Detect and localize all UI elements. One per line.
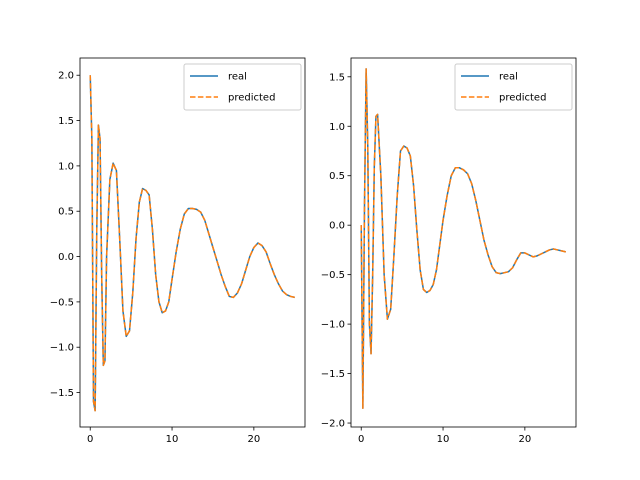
series-line-predicted: [89, 75, 295, 412]
left-subplot: 0 10 20 −1.5 −1.0 −0.5 0.0 0.5 1.0 1.5 2.0 real pred…: [50, 57, 306, 445]
y-tick-label: 1.0: [58, 161, 74, 172]
y-tick-label: −1.0: [50, 343, 74, 354]
legend-label-predicted: predicted: [499, 93, 546, 104]
series-line-predicted: [360, 68, 566, 409]
x-tick-label: 0: [87, 434, 93, 445]
y-tick-label: 0.0: [58, 252, 74, 263]
axes-frame: [350, 57, 577, 428]
x-tick-label: 20: [518, 434, 531, 445]
x-tick-label: 10: [437, 434, 450, 445]
x-tick-label: 0: [358, 434, 364, 445]
x-tick-label: 10: [166, 434, 179, 445]
y-tick-label: −0.5: [50, 297, 74, 308]
y-tick-label: −0.5: [321, 270, 345, 281]
legend-label-predicted: predicted: [228, 93, 275, 104]
y-tick-label: −1.0: [321, 320, 345, 331]
y-tick-label: −1.5: [321, 369, 345, 380]
legend-label-real: real: [228, 72, 247, 83]
y-tick-label: 0.5: [329, 171, 345, 182]
y-tick-label: −1.5: [50, 388, 74, 399]
x-tick-label: 20: [247, 434, 260, 445]
legend: real predicted: [183, 63, 302, 111]
series-group: [360, 68, 566, 409]
y-tick-label: 1.0: [329, 122, 345, 133]
y-tick-label: 0.5: [58, 207, 74, 218]
right-subplot: 0 10 20 −2.0 −1.5 −1.0 −0.5 0.0 0.5 1.0 1.5 real pre…: [321, 57, 577, 445]
series-group: [89, 75, 295, 412]
y-tick-label: 1.5: [329, 72, 345, 83]
y-tick-label: −2.0: [321, 419, 345, 430]
legend-label-real: real: [499, 72, 518, 83]
y-tick-label: 0.0: [329, 221, 345, 232]
axes-frame: [79, 57, 306, 428]
legend: real predicted: [454, 63, 573, 111]
y-tick-label: 2.0: [58, 71, 74, 82]
y-tick-label: 1.5: [58, 116, 74, 127]
